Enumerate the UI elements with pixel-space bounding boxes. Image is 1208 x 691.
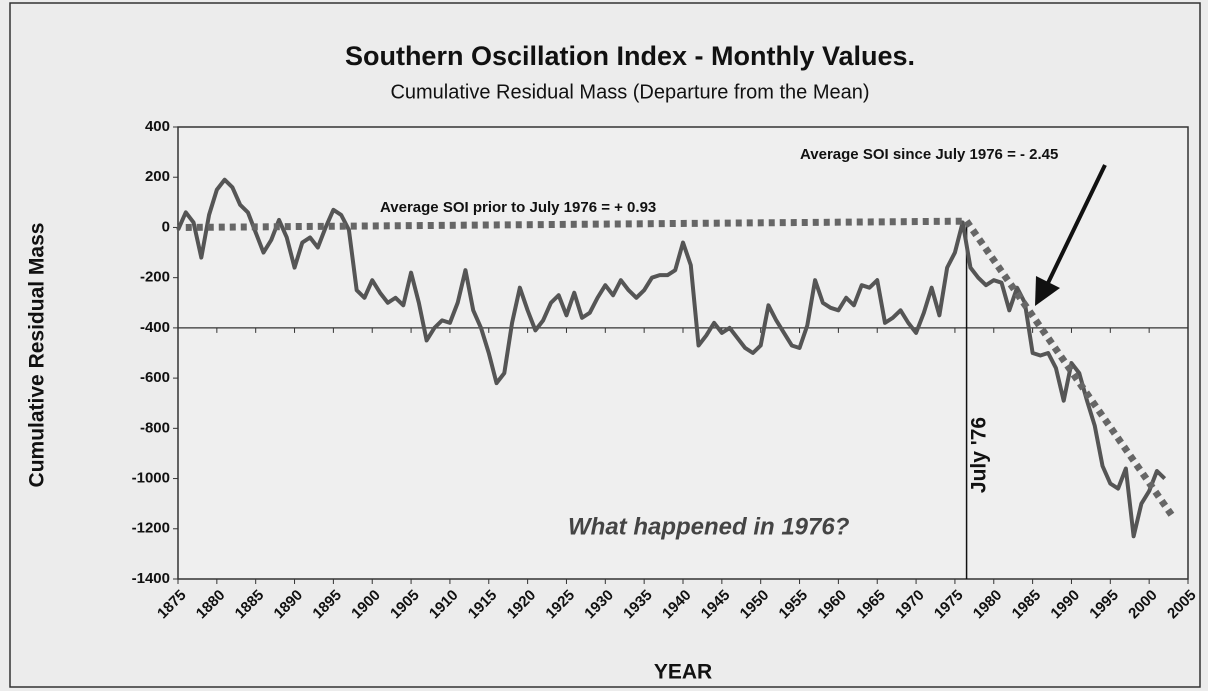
x-tick-label: 1895 [309, 587, 345, 623]
trend-line [185, 217, 967, 231]
frame [9, 2, 1201, 688]
x-tick-label: 1980 [970, 587, 1006, 623]
chart-subtitle: Cumulative Residual Mass (Departure from… [390, 81, 869, 103]
x-axis-label: YEAR [654, 661, 712, 684]
x-tick-label: 1935 [620, 587, 656, 623]
y-tick-label: 0 [162, 218, 170, 235]
x-tick-label: 1925 [542, 587, 578, 623]
arrow-head [1035, 276, 1060, 306]
x-tick-label: 1880 [193, 587, 229, 623]
x-tick-label: 1885 [232, 587, 268, 623]
x-tick-label: 1950 [737, 587, 773, 623]
x-tick-label: 1890 [271, 587, 307, 623]
x-tick-label: 1985 [1009, 587, 1045, 623]
x-tick-label: 1970 [892, 587, 928, 623]
annotation: Average SOI prior to July 1976 = + 0.93 [380, 199, 656, 216]
y-tick-label: 400 [145, 118, 170, 135]
y-tick-label: -600 [140, 369, 170, 386]
x-tick-label: 1940 [659, 587, 695, 623]
annotation: What happened in 1976? [568, 513, 850, 540]
x-tick-label: 1915 [465, 587, 501, 623]
annotation: July '76 [968, 417, 991, 493]
x-tick-label: 1910 [426, 587, 462, 623]
x-tick-label: 1945 [698, 587, 734, 623]
x-tick-label: 1995 [1086, 587, 1122, 623]
plot-area [177, 126, 1189, 580]
y-tick-label: -1000 [132, 470, 170, 487]
trend-line [963, 219, 1176, 519]
x-tick-label: 2000 [1125, 587, 1161, 623]
x-tick-label: 1990 [1047, 587, 1083, 623]
x-tick-label: 1930 [581, 587, 617, 623]
y-tick-label: -800 [140, 419, 170, 436]
y-axis-label: Cumulative Residual Mass [26, 223, 49, 488]
y-tick-label: -400 [140, 319, 170, 336]
x-tick-label: 1905 [387, 587, 423, 623]
x-tick-label: 1955 [776, 587, 812, 623]
chart-title: Southern Oscillation Index - Monthly Val… [345, 41, 915, 71]
y-tick-label: 200 [145, 168, 170, 185]
x-tick-label: 1975 [931, 587, 967, 623]
annotation: Average SOI since July 1976 = - 2.45 [800, 146, 1058, 163]
data-line [176, 177, 1167, 539]
x-tick-label: 1900 [348, 587, 384, 623]
x-tick-label: 1960 [814, 587, 850, 623]
y-tick-label: -1200 [132, 520, 170, 537]
x-tick-label: 1875 [154, 587, 190, 623]
x-tick-label: 2005 [1164, 587, 1200, 623]
x-tick-label: 1965 [853, 587, 889, 623]
y-tick-label: -200 [140, 269, 170, 286]
y-tick-label: -1400 [132, 570, 170, 587]
x-tick-label: 1920 [504, 587, 540, 623]
arrow-shaft [1046, 164, 1107, 284]
